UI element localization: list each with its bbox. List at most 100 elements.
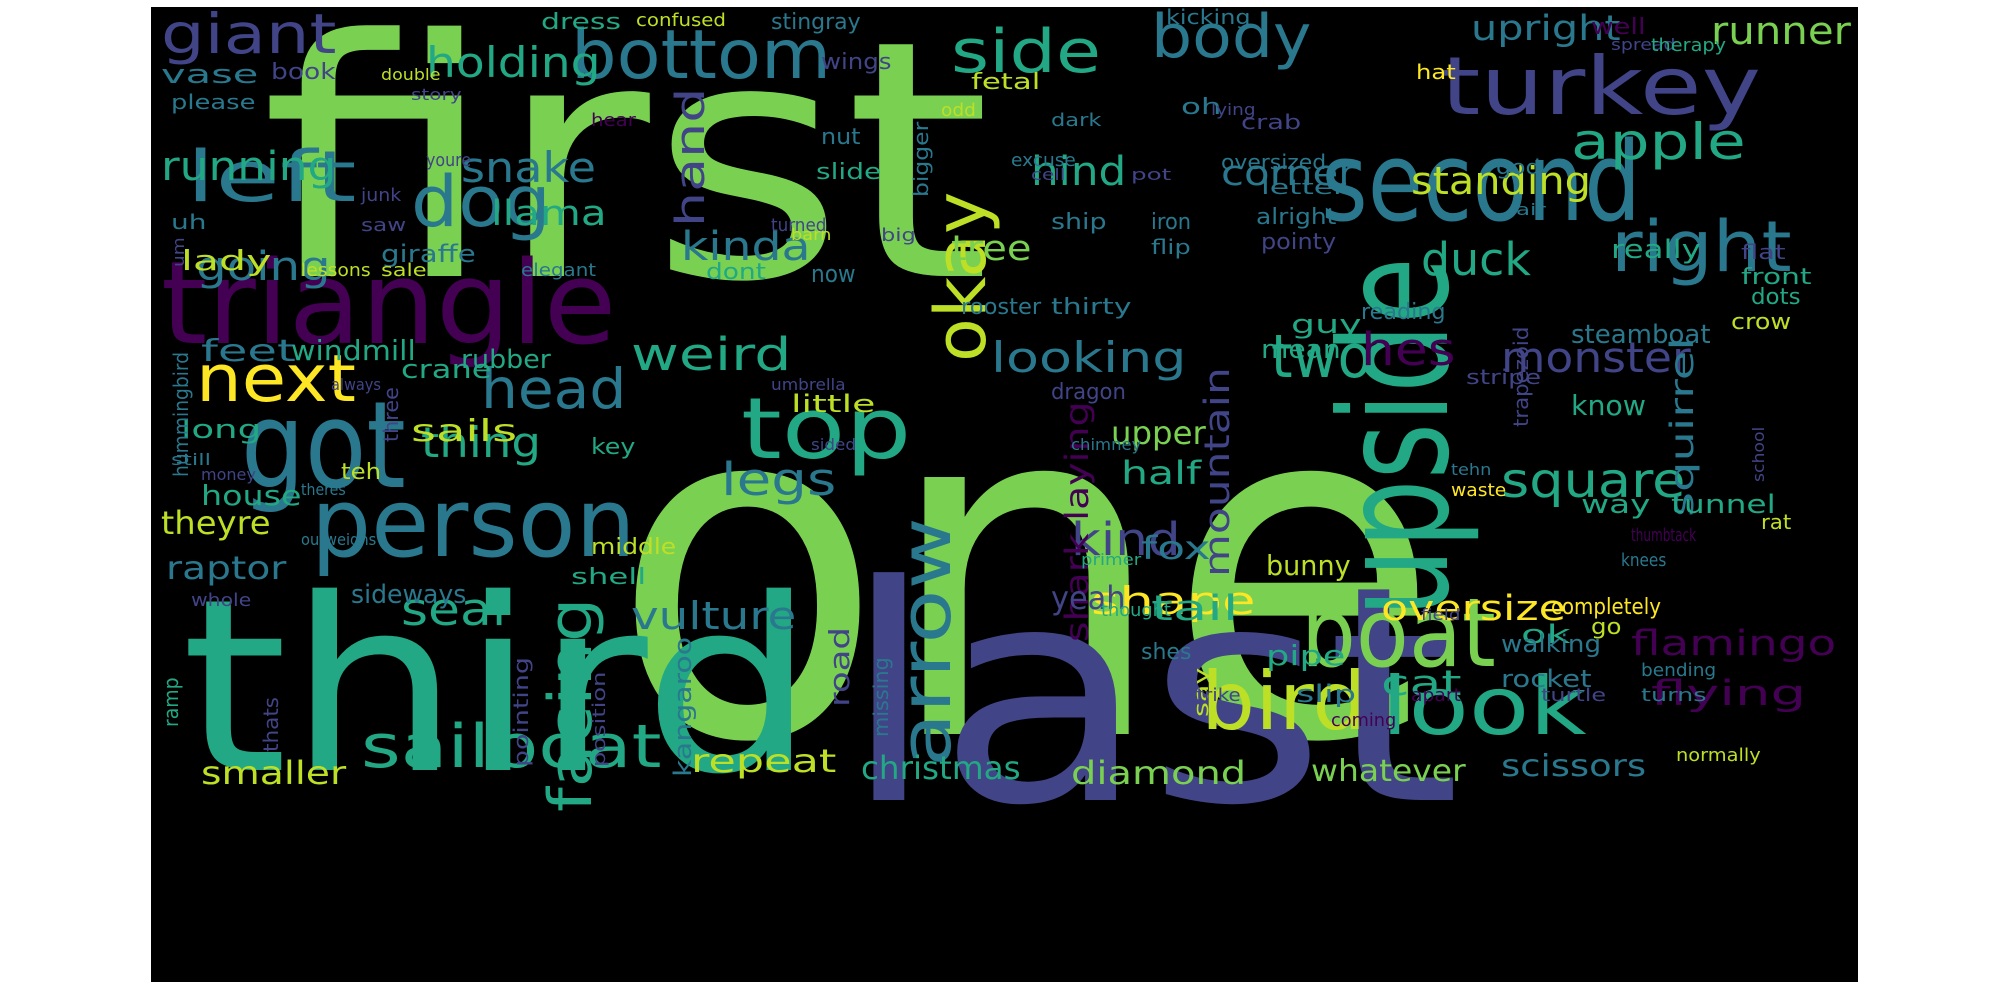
word-dragon: dragon bbox=[1051, 380, 1126, 405]
word-position: position bbox=[589, 671, 610, 767]
word-odd: odd bbox=[941, 100, 976, 121]
word-coming: coming bbox=[1331, 710, 1397, 731]
word-turtle: turtle bbox=[1541, 685, 1607, 706]
word-knees: knees bbox=[1621, 550, 1667, 571]
word-tree: tree bbox=[951, 229, 1032, 269]
word-uh: uh bbox=[171, 210, 207, 234]
word-tail: tail bbox=[1151, 589, 1239, 629]
word-reading: reading bbox=[1361, 300, 1446, 325]
word-flip: flip bbox=[1151, 235, 1191, 259]
word-really: really bbox=[1611, 235, 1701, 265]
word-dont: dont bbox=[706, 260, 766, 285]
word-tehn: tehn bbox=[1451, 460, 1492, 479]
word-thing: thing bbox=[421, 418, 542, 467]
word-pot: pot bbox=[1131, 165, 1172, 184]
word-standing: standing bbox=[1411, 159, 1591, 203]
word-road: road bbox=[823, 627, 856, 707]
word-theyre: theyre bbox=[161, 504, 271, 542]
word-guy: guy bbox=[1291, 310, 1362, 340]
word-fox: fox bbox=[1141, 529, 1211, 567]
word-diamond: diamond bbox=[1071, 754, 1247, 792]
word-giraffe: giraffe bbox=[381, 240, 476, 268]
word-big: big bbox=[881, 225, 916, 246]
word-windmill: windmill bbox=[291, 334, 416, 367]
word-bird: bird bbox=[1201, 655, 1367, 748]
word-trapezoid: trapezoid bbox=[1509, 326, 1533, 427]
word-first: first bbox=[261, 7, 991, 354]
word-second: second bbox=[1321, 118, 1642, 246]
word-runner: runner bbox=[1711, 9, 1851, 53]
word-dog: dog bbox=[411, 161, 551, 243]
word-always: always bbox=[331, 375, 381, 394]
word-whole: whole bbox=[191, 590, 252, 611]
word-upright: upright bbox=[1471, 9, 1621, 49]
word-right: right bbox=[1611, 206, 1792, 288]
word-two: two bbox=[1271, 322, 1372, 392]
word-triangle: triangle bbox=[161, 237, 617, 371]
word-oversized: oversized bbox=[1221, 150, 1327, 174]
word-apple: apple bbox=[1571, 113, 1746, 171]
word-book: book bbox=[271, 60, 336, 85]
word-barn: barn bbox=[791, 225, 832, 244]
word-rooster: rooster bbox=[961, 295, 1042, 320]
word-money: money bbox=[201, 465, 256, 484]
word-three: three bbox=[379, 387, 403, 442]
word-outweighs: outweighs bbox=[301, 530, 377, 549]
word-theres: theres bbox=[301, 480, 346, 499]
word-boat: boat bbox=[1301, 579, 1496, 689]
word-turned: turned bbox=[771, 215, 827, 236]
word-sailboat: sailboat bbox=[361, 712, 662, 782]
word-little: little bbox=[791, 390, 876, 418]
word-spread: spread bbox=[1611, 35, 1676, 54]
word-missing: missing bbox=[869, 657, 893, 737]
word-now: now bbox=[811, 260, 856, 288]
word-crab: crab bbox=[1241, 110, 1302, 134]
word-bending: bending bbox=[1641, 660, 1717, 681]
word-christmas: christmas bbox=[861, 749, 1021, 787]
word-stingray: stingray bbox=[771, 10, 861, 35]
word-top: top bbox=[741, 380, 912, 479]
word-kangaroo: kangaroo bbox=[669, 636, 697, 777]
word-pipe: pipe bbox=[1266, 639, 1346, 672]
word-rocket: rocket bbox=[1501, 665, 1592, 693]
word-third: third bbox=[181, 547, 816, 827]
word-go: go bbox=[1591, 615, 1622, 640]
word-lessons: lessons bbox=[301, 260, 371, 281]
word-llama: llama bbox=[491, 194, 607, 234]
word-crane: crane bbox=[401, 355, 492, 385]
word-primer: primer bbox=[1081, 550, 1142, 569]
word-person: person bbox=[311, 469, 636, 579]
word-strike: strike bbox=[1186, 685, 1241, 706]
word-shell: shell bbox=[571, 565, 647, 590]
word-completely: completely bbox=[1551, 595, 1661, 620]
word-monster: monster bbox=[1501, 333, 1691, 382]
word-turkey: turkey bbox=[1441, 40, 1762, 133]
word-letter: letter bbox=[1261, 175, 1347, 199]
word-giant: giant bbox=[161, 7, 337, 66]
word-dots: dots bbox=[1751, 285, 1801, 310]
word-hind: hind bbox=[1031, 149, 1127, 195]
word-left: left bbox=[186, 136, 357, 218]
word-repeat: repeat bbox=[691, 742, 837, 780]
word-elegant: elegant bbox=[521, 260, 597, 281]
word-bunny: bunny bbox=[1266, 549, 1351, 582]
word-snake: snake bbox=[461, 143, 596, 192]
word-pointing: pointing bbox=[509, 657, 533, 767]
word-pointy: pointy bbox=[1261, 230, 1337, 255]
word-way: way bbox=[1581, 490, 1651, 520]
word-head: head bbox=[481, 357, 627, 421]
word-turns: turns bbox=[1641, 685, 1707, 706]
word-flat: flat bbox=[1741, 240, 1786, 264]
word-alright: alright bbox=[1256, 205, 1337, 230]
word-key: key bbox=[591, 435, 636, 460]
word-holding: holding bbox=[426, 38, 601, 87]
word-look: look bbox=[1381, 660, 1587, 753]
word-double: double bbox=[381, 65, 441, 84]
word-lying: lying bbox=[1211, 100, 1256, 119]
word-steamboat: steamboat bbox=[1571, 320, 1711, 350]
word-youre: youre bbox=[426, 150, 472, 171]
word-thought: thought bbox=[1101, 600, 1171, 621]
word-hat: hat bbox=[1416, 60, 1456, 84]
word-ramp: ramp bbox=[159, 677, 183, 727]
word-sided: sided bbox=[811, 435, 856, 454]
